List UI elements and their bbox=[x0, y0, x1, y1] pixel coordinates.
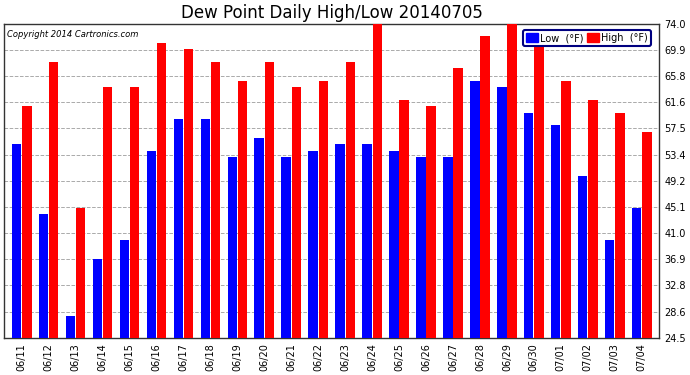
Bar bbox=[12, 144, 21, 338]
Bar bbox=[66, 316, 75, 338]
Text: Copyright 2014 Cartronics.com: Copyright 2014 Cartronics.com bbox=[8, 30, 139, 39]
Bar bbox=[265, 62, 274, 338]
Bar bbox=[588, 100, 598, 338]
Bar bbox=[642, 132, 651, 338]
Bar bbox=[103, 87, 112, 338]
Bar bbox=[632, 208, 641, 338]
Bar bbox=[308, 151, 318, 338]
Bar bbox=[551, 125, 560, 338]
Bar bbox=[210, 62, 220, 338]
Bar bbox=[534, 43, 544, 338]
Bar bbox=[615, 112, 624, 338]
Bar bbox=[480, 36, 490, 338]
Bar bbox=[443, 157, 453, 338]
Bar bbox=[119, 240, 129, 338]
Bar bbox=[174, 119, 183, 338]
Bar bbox=[130, 87, 139, 338]
Legend: Low  (°F), High  (°F): Low (°F), High (°F) bbox=[523, 30, 651, 46]
Bar bbox=[389, 151, 399, 338]
Bar bbox=[184, 49, 193, 338]
Title: Dew Point Daily High/Low 20140705: Dew Point Daily High/Low 20140705 bbox=[181, 4, 482, 22]
Bar bbox=[497, 87, 506, 338]
Bar bbox=[578, 176, 587, 338]
Bar bbox=[400, 100, 409, 338]
Bar bbox=[346, 62, 355, 338]
Bar bbox=[92, 259, 102, 338]
Bar bbox=[282, 157, 291, 338]
Bar bbox=[201, 119, 210, 338]
Bar bbox=[292, 87, 301, 338]
Bar bbox=[561, 81, 571, 338]
Bar bbox=[157, 43, 166, 338]
Bar bbox=[416, 157, 426, 338]
Bar bbox=[335, 144, 345, 338]
Bar bbox=[453, 68, 463, 338]
Bar bbox=[39, 214, 48, 338]
Bar bbox=[255, 138, 264, 338]
Bar bbox=[507, 24, 517, 338]
Bar bbox=[49, 62, 59, 338]
Bar bbox=[147, 151, 156, 338]
Bar bbox=[319, 81, 328, 338]
Bar bbox=[605, 240, 614, 338]
Bar bbox=[524, 112, 533, 338]
Bar bbox=[426, 106, 436, 338]
Bar bbox=[238, 81, 247, 338]
Bar bbox=[373, 24, 382, 338]
Bar bbox=[228, 157, 237, 338]
Bar bbox=[362, 144, 372, 338]
Bar bbox=[470, 81, 480, 338]
Bar bbox=[76, 208, 86, 338]
Bar bbox=[22, 106, 32, 338]
